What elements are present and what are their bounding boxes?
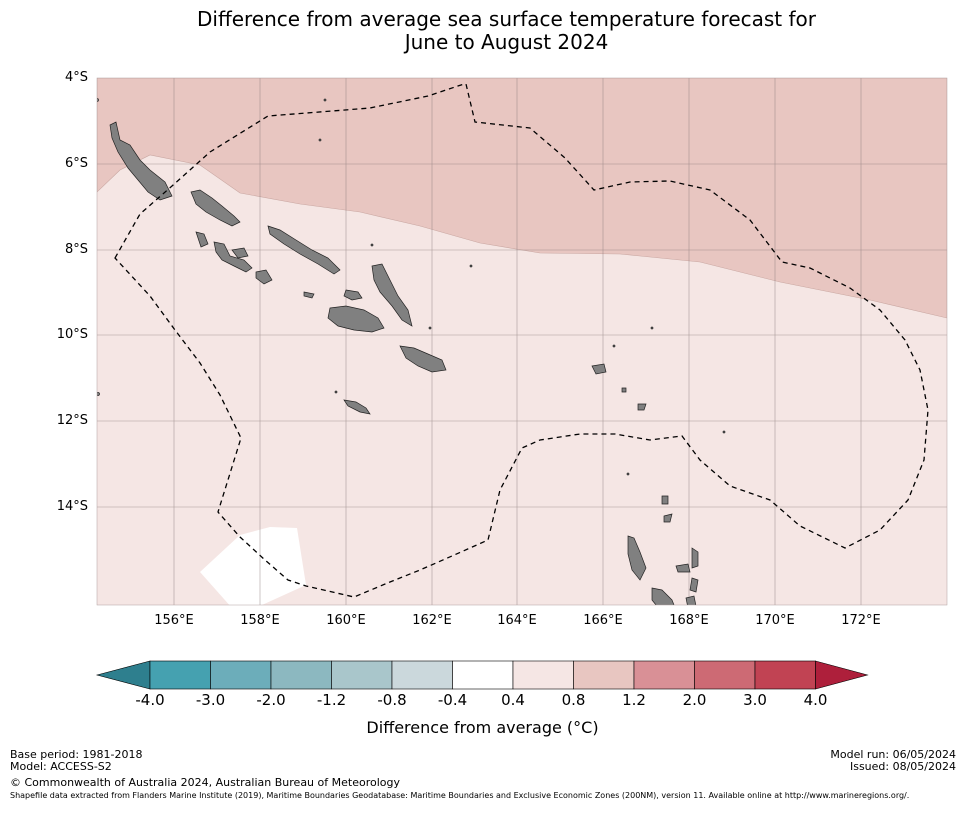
vella-lavella-island xyxy=(195,231,209,248)
lon-label-168e: 168°E xyxy=(669,613,709,628)
islet xyxy=(370,243,374,247)
colorbar-segment xyxy=(754,660,816,690)
colorbar-segment xyxy=(694,660,756,690)
anomaly-zone-0.8-1.2 xyxy=(97,78,947,319)
malakula-island xyxy=(651,587,675,605)
lat-label-10s: 10°S xyxy=(56,327,88,342)
lon-label-170e: 170°E xyxy=(755,613,795,628)
colorbar-tick-label: 0.8 xyxy=(561,691,586,709)
lat-label-4s: 4°S xyxy=(64,70,88,85)
lon-label-156e: 156°E xyxy=(154,613,194,628)
title-line-2: June to August 2024 xyxy=(404,30,609,54)
lat-label-14s: 14°S xyxy=(56,499,88,514)
model-name: Model: ACCESS-S2 xyxy=(10,760,112,773)
base-period: Base period: 1981-2018 xyxy=(10,748,143,761)
vanikoro-island xyxy=(621,387,627,393)
makira-island xyxy=(399,345,447,373)
lat-label-6s: 6°S xyxy=(64,156,88,171)
title-line-1: Difference from average sea surface temp… xyxy=(196,7,816,31)
sst-anomaly-map xyxy=(96,77,948,606)
shapefile-note: Shapefile data extracted from Flanders M… xyxy=(10,791,910,800)
lon-label-158e: 158°E xyxy=(240,613,280,628)
tikopia-island xyxy=(637,403,647,411)
copyright: © Commonwealth of Australia 2024, Austra… xyxy=(10,776,400,789)
lon-label-162e: 162°E xyxy=(412,613,452,628)
ambae-island xyxy=(675,563,691,573)
lat-label-12s: 12°S xyxy=(56,413,88,428)
ambrym-island xyxy=(685,595,697,605)
eez-boundary xyxy=(114,83,929,598)
torres-islands xyxy=(661,495,669,505)
islet xyxy=(626,472,630,476)
banks-islands xyxy=(663,513,673,523)
lat-label-8s: 8°S xyxy=(64,242,88,257)
russell-islands xyxy=(303,291,315,299)
malaita-island xyxy=(371,263,413,327)
colorbar-tick-label: -0.8 xyxy=(377,691,407,709)
landmasses xyxy=(97,98,726,605)
islet xyxy=(318,138,322,142)
colorbar-tick-label: -3.0 xyxy=(195,691,226,709)
colorbar-segment xyxy=(573,660,635,690)
bougainville-island xyxy=(109,121,173,201)
map-frame xyxy=(96,77,948,606)
colorbar-segment xyxy=(210,660,272,690)
colorbar-segment xyxy=(331,660,393,690)
colorbar-label: Difference from average (°C) xyxy=(366,718,599,737)
colorbar xyxy=(95,660,869,690)
colorbar-tick-label: 1.2 xyxy=(622,691,646,709)
colorbar-tick-label: 2.0 xyxy=(682,691,707,709)
islet xyxy=(334,390,338,394)
colorbar-segment xyxy=(149,660,211,690)
colorbar-tick-label: -0.4 xyxy=(437,691,468,709)
model-run: Model run: 06/05/2024 xyxy=(830,748,956,761)
islet xyxy=(469,264,473,268)
colorbar-tick-label: -1.2 xyxy=(316,691,347,709)
colorbar-tick-label: 4.0 xyxy=(803,691,828,709)
colorbar-tick-label: -2.0 xyxy=(256,691,286,709)
colorbar-segment xyxy=(391,660,453,690)
lon-label-160e: 160°E xyxy=(326,613,366,628)
islet xyxy=(97,392,100,396)
lon-label-172e: 172°E xyxy=(841,613,881,628)
guadalcanal-island xyxy=(327,305,385,333)
colorbar-tick-label: 3.0 xyxy=(743,691,767,709)
colorbar-tick-label: -4.0 xyxy=(135,691,165,709)
kolombangara-island xyxy=(231,247,249,259)
colorbar-arrow-high xyxy=(815,660,869,690)
islet xyxy=(323,98,327,102)
anomaly-zone-neutral xyxy=(200,527,306,605)
islet xyxy=(722,430,726,434)
pentecost-island xyxy=(689,577,699,593)
islet xyxy=(97,98,99,102)
espiritu-santo-island xyxy=(627,535,647,581)
colorbar-arrow-low xyxy=(95,660,151,690)
choiseul-island xyxy=(190,189,241,227)
chart-title: Difference from average sea surface temp… xyxy=(0,8,965,54)
colorbar-segment xyxy=(512,660,574,690)
colorbar-segment xyxy=(452,660,514,690)
islet xyxy=(428,326,432,330)
colorbar-segments xyxy=(95,660,869,690)
nendo-island xyxy=(591,363,607,375)
colorbar-tick-label: 0.4 xyxy=(501,691,525,709)
maewo-island xyxy=(691,547,699,569)
colorbar-segment xyxy=(270,660,332,690)
issued-date: Issued: 08/05/2024 xyxy=(849,760,956,773)
nggela-islands xyxy=(343,289,363,301)
new-georgia-island xyxy=(213,241,253,273)
santa-isabel-island xyxy=(267,225,341,275)
rennell-island xyxy=(343,399,371,415)
lon-label-166e: 166°E xyxy=(583,613,623,628)
lon-label-164e: 164°E xyxy=(497,613,537,628)
islet xyxy=(650,326,654,330)
islet xyxy=(612,344,616,348)
colorbar-segment xyxy=(633,660,695,690)
rendova-island xyxy=(255,269,273,285)
